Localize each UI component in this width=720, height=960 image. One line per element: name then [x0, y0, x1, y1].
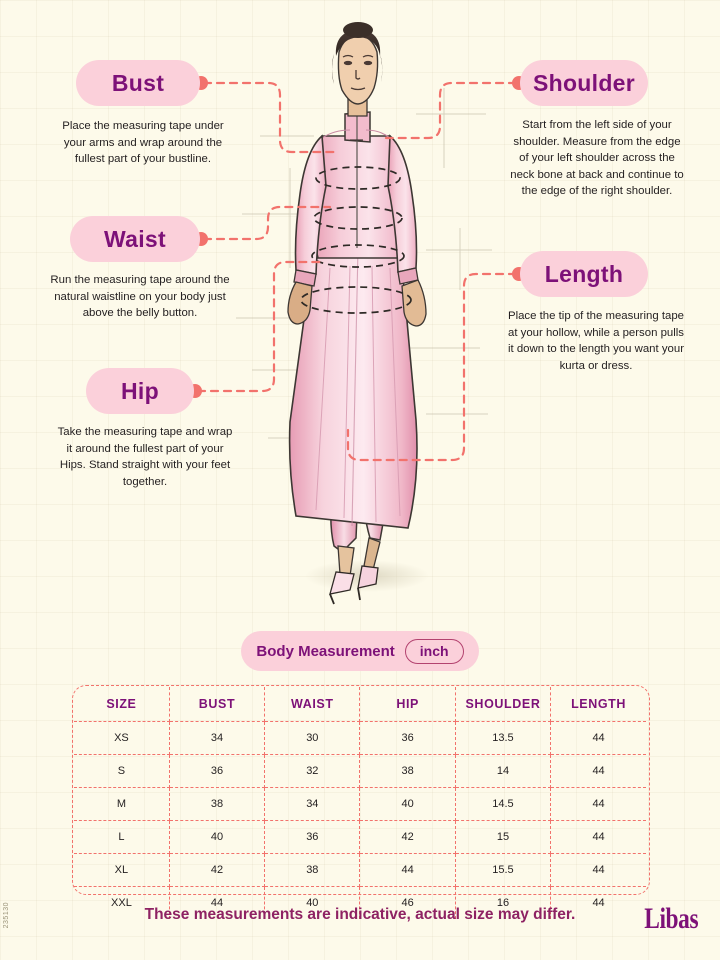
cell-length: 44	[550, 721, 646, 755]
cell-size: L	[74, 820, 170, 854]
cell-shoulder: 15	[455, 820, 552, 854]
column-header-bust: BUST	[169, 687, 266, 722]
cell-bust: 44	[169, 886, 266, 919]
cell-bust: 36	[169, 754, 266, 788]
cell-bust: 42	[169, 853, 266, 887]
cell-size: XL	[74, 853, 170, 887]
cell-hip: 36	[359, 721, 456, 755]
cell-length: 44	[550, 754, 646, 788]
cell-shoulder: 15.5	[455, 853, 552, 887]
unit-toggle-inch[interactable]: inch	[404, 638, 464, 664]
column-header-shoulder: SHOULDER	[455, 687, 552, 722]
column-header-waist: WAIST	[264, 687, 361, 722]
cell-waist: 40	[264, 886, 361, 919]
cell-size: XS	[74, 721, 170, 755]
cell-length: 44	[550, 853, 646, 887]
cell-shoulder: 14.5	[455, 787, 552, 821]
cell-bust: 38	[169, 787, 266, 821]
column-header-length: LENGTH	[550, 687, 646, 722]
callout-pill-bust[interactable]: Bust	[76, 60, 200, 106]
column-header-hip: HIP	[359, 687, 456, 722]
table-row[interactable]: M 38 34 40 14.5 44	[74, 787, 646, 821]
model-illustration	[230, 18, 500, 613]
callout-description-shoulder: Start from the left side of your shoulde…	[510, 119, 684, 198]
cell-length: 44	[550, 820, 646, 854]
cell-shoulder: 16	[455, 886, 552, 919]
callout-description-waist: Run the measuring tape around the natura…	[50, 274, 230, 320]
sku-code: 235130	[3, 902, 10, 929]
cell-hip: 40	[359, 787, 456, 821]
cell-hip: 44	[359, 853, 456, 887]
callout-description-bust: Place the measuring tape under your arms…	[62, 120, 224, 166]
callout-pill-hip[interactable]: Hip	[86, 368, 194, 414]
cell-hip: 46	[359, 886, 456, 919]
cell-length: 44	[592, 897, 605, 909]
cell-waist: 38	[264, 853, 361, 887]
cell-waist: 32	[264, 754, 361, 788]
table-row[interactable]: XL 42 38 44 15.5 44	[74, 853, 646, 887]
cell-size: M	[74, 787, 170, 821]
callout-label-bust: Bust	[111, 69, 165, 96]
cell-size: S	[74, 754, 170, 788]
body-measurement-title: Body Measurement	[256, 642, 395, 660]
cell-size: XXL	[74, 886, 170, 919]
callout-description-hip: Take the measuring tape and wrap it arou…	[57, 426, 233, 488]
callout-pill-waist[interactable]: Waist	[70, 216, 200, 262]
brand-logo-libas: Libas	[644, 902, 698, 935]
cell-bust: 40	[169, 820, 266, 854]
callout-label-shoulder: Shoulder	[532, 69, 636, 96]
table-header-row: SIZE BUST WAIST HIP SHOULDER LENGTH	[74, 687, 646, 722]
cell-bust: 34	[169, 721, 266, 755]
callout-label-waist: Waist	[104, 225, 166, 252]
size-chart-table: SIZE BUST WAIST HIP SHOULDER LENGTH XS 3…	[74, 687, 646, 919]
disclaimer-note: These measurements are indicative, actua…	[144, 906, 576, 923]
callout-pill-length[interactable]: Length	[520, 251, 648, 297]
callout-pill-shoulder[interactable]: Shoulder	[520, 60, 648, 106]
cell-waist: 34	[264, 787, 361, 821]
body-measurement-banner: Body Measurement inch	[241, 631, 479, 671]
callout-description-length: Place the tip of the measuring tape at y…	[507, 310, 685, 372]
cell-shoulder: 13.5	[455, 721, 552, 755]
table-row[interactable]: XS 34 30 36 13.5 44	[74, 721, 646, 755]
cell-hip: 42	[359, 820, 456, 854]
cell-length: 44	[550, 787, 646, 821]
cell-hip: 38	[359, 754, 456, 788]
column-header-size: SIZE	[74, 687, 170, 722]
callout-label-hip: Hip	[121, 377, 159, 404]
table-row[interactable]: L 40 36 42 15 44	[74, 820, 646, 854]
cell-shoulder: 14	[455, 754, 552, 788]
callout-label-length: Length	[544, 260, 624, 287]
cell-waist: 30	[264, 721, 361, 755]
cell-waist: 36	[264, 820, 361, 854]
table-row[interactable]: XXL 44 40 46 16 44	[74, 886, 646, 919]
table-row[interactable]: S 36 32 38 14 44	[74, 754, 646, 788]
